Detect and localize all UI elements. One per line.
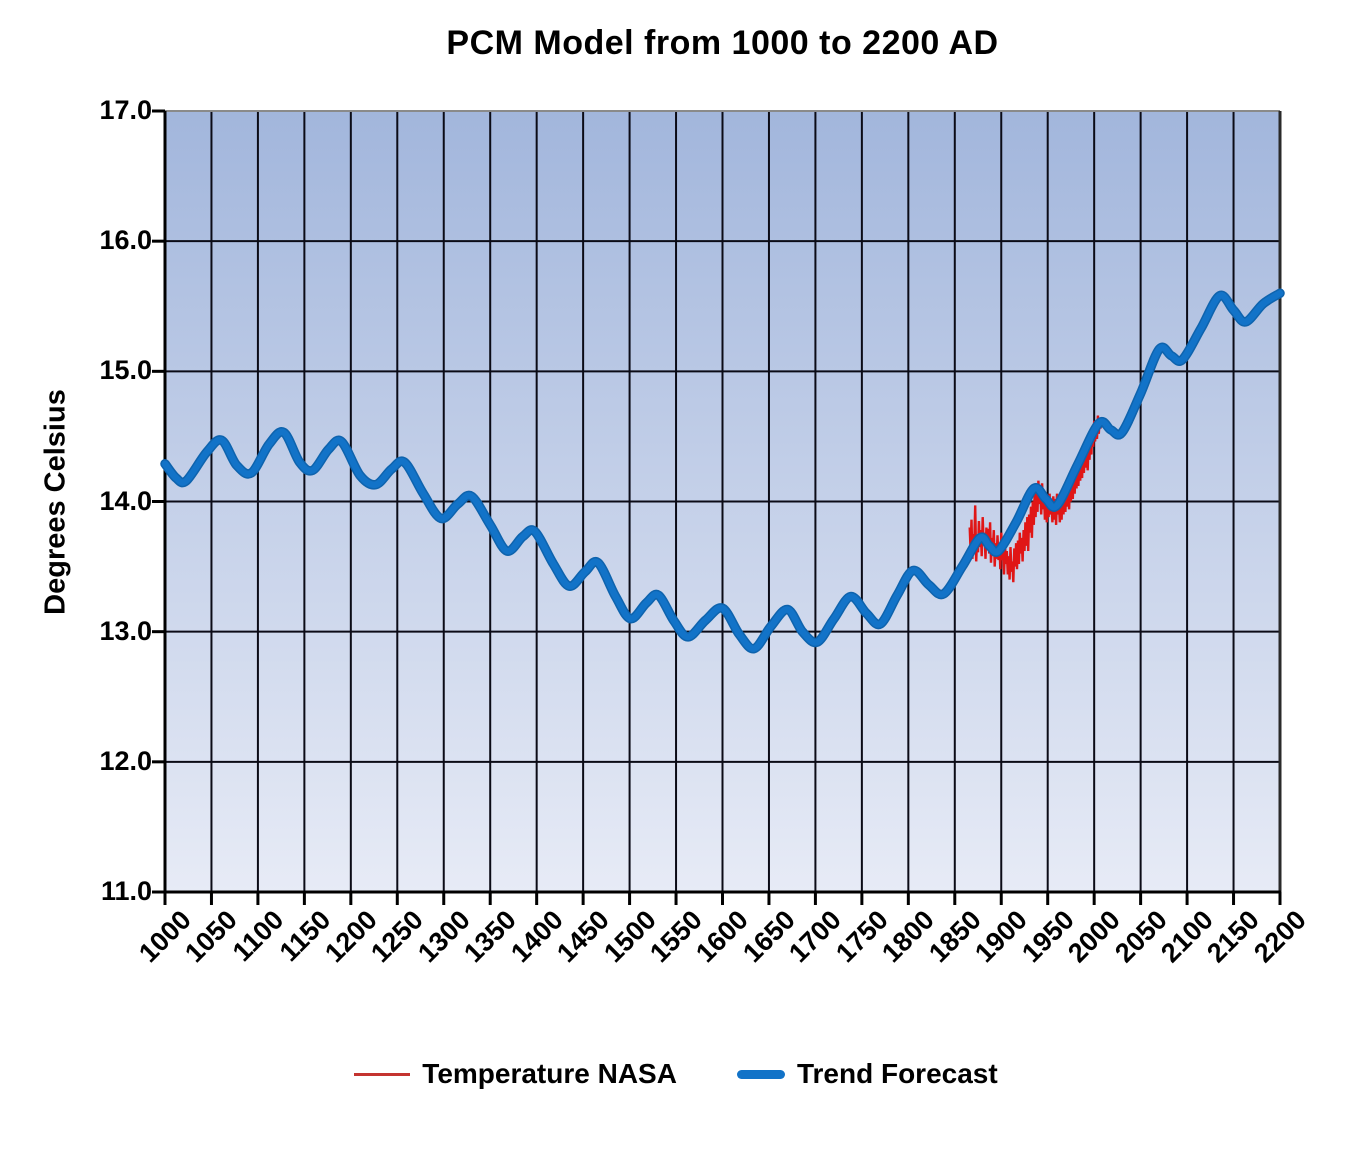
y-tick-label: 13.0 xyxy=(99,615,152,646)
y-tick-label: 15.0 xyxy=(99,355,152,386)
page-title: PCM Model from 1000 to 2200 AD xyxy=(446,24,999,62)
legend-label-trend: Trend Forecast xyxy=(796,1058,998,1089)
legend-item-trend: Trend Forecast xyxy=(736,1058,998,1090)
y-tick-label: 14.0 xyxy=(99,485,152,516)
y-tick-label: 12.0 xyxy=(99,745,152,776)
temperature-line-swatch xyxy=(354,1072,411,1076)
legend: Temperature NASA Trend Forecast xyxy=(0,1058,1352,1090)
y-tick-label: 16.0 xyxy=(99,225,152,256)
y-tick-label: 11.0 xyxy=(100,876,152,906)
legend-label-temperature: Temperature NASA xyxy=(422,1058,677,1089)
trend-line-swatch xyxy=(736,1069,785,1079)
y-tick-label: 17.0 xyxy=(99,95,152,125)
trend-line-path xyxy=(161,289,1284,652)
legend-item-temperature: Temperature NASA xyxy=(354,1058,677,1090)
